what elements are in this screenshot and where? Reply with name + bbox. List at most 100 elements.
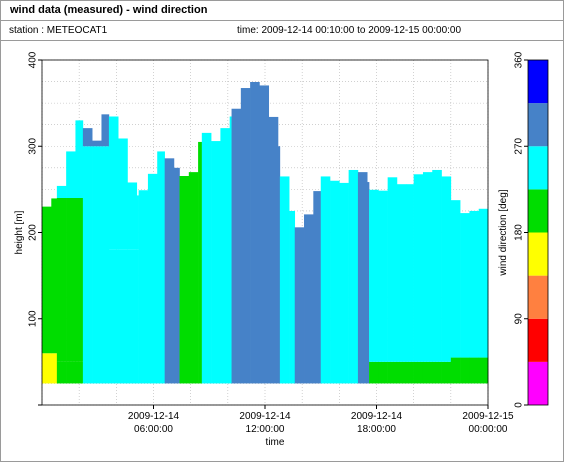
data-cell (51, 353, 58, 384)
y-tick-label: 200 (28, 224, 39, 241)
x-tick-label-date: 2009-12-14 (351, 411, 403, 422)
colorbar-bin (528, 361, 548, 405)
data-cell (469, 357, 480, 384)
y-tick-label: 100 (28, 310, 39, 327)
data-cell (367, 182, 370, 384)
data-cell (66, 361, 76, 384)
data-cell (460, 357, 470, 384)
data-cell (42, 206, 52, 354)
data-cell (75, 198, 84, 362)
data-cell (101, 301, 110, 384)
data-cell (406, 361, 414, 384)
data-cell (450, 357, 461, 384)
y-axis-label: height [m] (14, 210, 25, 254)
data-cell (188, 336, 199, 384)
data-cell (75, 361, 84, 384)
colorbar-label: wind direction [deg] (498, 189, 509, 276)
data-cell (369, 189, 379, 362)
data-cell (378, 190, 388, 362)
time-range-label: time: 2009-12-14 00:10:00 to 2009-12-15 … (237, 25, 462, 36)
data-cell (101, 146, 110, 302)
data-cell (450, 200, 461, 358)
data-cell (279, 176, 290, 384)
data-cell (108, 116, 119, 250)
colorbar-bin (528, 103, 548, 147)
data-cell (387, 177, 398, 362)
data-cell (240, 88, 251, 384)
data-cell (66, 151, 76, 198)
data-cell (422, 361, 433, 384)
data-cell (432, 169, 442, 362)
station-label: station : METEOCAT1 (9, 25, 108, 36)
x-tick-label-time: 18:00:00 (357, 424, 396, 435)
data-cell (157, 151, 165, 384)
data-cell (75, 120, 84, 198)
data-cell (118, 249, 128, 384)
data-cell (51, 198, 58, 354)
colorbar-bin (528, 318, 548, 362)
data-cell (357, 172, 368, 384)
data-cell (422, 172, 433, 362)
data-cell (147, 173, 158, 384)
colorbar-bin (528, 275, 548, 319)
data-cell (201, 132, 212, 384)
data-cell (396, 184, 407, 362)
colorbar: 0 90 180 270 360 wind direction [deg] (498, 51, 549, 408)
data-cell (348, 169, 359, 384)
x-tick-label-time: 12:00:00 (246, 424, 285, 435)
data-cell (198, 141, 203, 336)
colorbar-tick-label: 360 (514, 51, 525, 68)
data-cell (101, 114, 110, 147)
data-cell (66, 198, 76, 362)
data-cell (313, 191, 322, 384)
data-cell (188, 172, 199, 336)
data-cell (108, 249, 119, 384)
data-cell (92, 301, 102, 384)
data-cell (369, 361, 379, 384)
data-cell (378, 361, 388, 384)
data-cell (478, 208, 489, 358)
data-cell (82, 128, 93, 147)
colorbar-bin (528, 60, 548, 104)
data-cell (304, 214, 314, 384)
title-bar: wind data (measured) - wind direction (1, 1, 563, 21)
colorbar-tick-label: 90 (514, 313, 525, 325)
colorbar-tick-label: 180 (514, 224, 525, 241)
data-cell (42, 353, 52, 384)
data-cell (339, 182, 349, 384)
data-cell (179, 336, 190, 384)
data-cell (136, 249, 139, 384)
data-cell (198, 336, 203, 384)
data-cell (268, 116, 279, 384)
colorbar-bin (528, 146, 548, 190)
colorbar-bin (528, 232, 548, 276)
data-cell (211, 141, 221, 384)
colorbar-tick-label: 270 (514, 137, 525, 154)
info-bar: station : METEOCAT1 time: 2009-12-14 00:… (1, 21, 563, 41)
data-cell (56, 185, 67, 198)
data-cell (92, 140, 102, 147)
data-cell (173, 167, 180, 384)
data-cell (413, 174, 424, 362)
data-cell (460, 213, 470, 358)
y-tick-label: 300 (28, 137, 39, 154)
data-cell (127, 249, 138, 384)
data-cell (231, 108, 242, 384)
data-cell (229, 116, 232, 384)
data-cell (179, 176, 190, 336)
data-cell (320, 176, 331, 384)
data-cell (56, 361, 67, 384)
x-tick-label-time: 00:00:00 (469, 424, 508, 435)
data-cell (118, 138, 128, 250)
data-cell (56, 198, 67, 362)
x-tick-label-time: 06:00:00 (134, 424, 173, 435)
y-tick-label: 400 (28, 51, 39, 68)
data-cell (441, 176, 452, 362)
data-cell (413, 361, 424, 384)
chart-title: wind data (measured) - wind direction (10, 4, 208, 16)
data-cell (294, 227, 305, 384)
data-cell (432, 361, 442, 384)
data-cell (387, 361, 398, 384)
data-cell (220, 128, 230, 384)
